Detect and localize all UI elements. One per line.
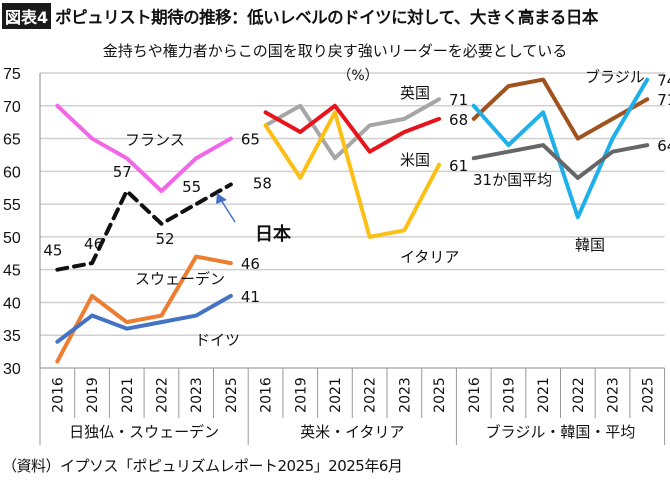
group-label: 日独仏・スウェーデン xyxy=(69,423,219,441)
y-tick-label: 30 xyxy=(3,361,21,378)
x-tick-label: 2019 xyxy=(85,377,101,413)
data-point-label: 45 xyxy=(43,242,62,260)
series-line-スウェーデン xyxy=(55,254,233,364)
title-text: ポピュリスト期待の推移：低いレベルのドイツに対して、大きく高まる日本 xyxy=(55,8,598,27)
figure-number-badge: 図表4 xyxy=(2,3,52,29)
series-name-label: ドイツ xyxy=(195,331,240,349)
data-point-label: 58 xyxy=(253,174,272,192)
x-tick-label: 2016 xyxy=(50,377,66,413)
end-value-label: 61 xyxy=(449,157,468,175)
unit-label: （%） xyxy=(337,68,378,84)
y-tick-label: 65 xyxy=(3,132,21,149)
end-value-label: 68 xyxy=(449,111,468,129)
series-line-31か国平均 xyxy=(471,143,650,180)
x-tick-label: 2023 xyxy=(189,377,205,413)
group-label: ブラジル・韓国・平均 xyxy=(486,423,636,441)
source-note: （資料）イプソス「ポピュリズムレポート2025」2025年6月 xyxy=(2,457,403,475)
end-value-label: 41 xyxy=(241,288,260,306)
y-tick-label: 45 xyxy=(3,263,21,280)
series-line-ブラジル xyxy=(471,77,650,141)
end-value-label: 71 xyxy=(657,91,670,109)
series-name-label: 韓国 xyxy=(575,236,605,254)
data-point-label: 55 xyxy=(182,178,201,196)
y-tick-label: 40 xyxy=(3,295,21,312)
series-name-label: 英国 xyxy=(400,84,430,102)
x-tick-label: 2019 xyxy=(293,377,309,413)
x-tick-label: 2025 xyxy=(432,377,448,413)
arrow-line xyxy=(220,199,236,223)
end-value-label: 65 xyxy=(241,131,260,149)
x-tick-label: 2022 xyxy=(571,377,587,413)
y-tick-label: 70 xyxy=(3,99,21,116)
series-line-韓国 xyxy=(471,77,650,220)
y-tick-label: 75 xyxy=(3,66,21,83)
series-name-label: 米国 xyxy=(400,151,430,169)
series-name-label: 日本 xyxy=(255,223,291,245)
series-line-米国 xyxy=(263,103,442,154)
series-name-label: イタリア xyxy=(400,248,459,266)
x-tick-label: 2016 xyxy=(467,377,483,413)
end-value-label: 46 xyxy=(241,255,260,273)
y-tick-label: 50 xyxy=(3,230,21,247)
group-label: 英米・イタリア xyxy=(300,423,404,441)
data-point-label: 52 xyxy=(155,230,174,248)
data-point-label: 46 xyxy=(84,235,103,253)
x-tick-label: 2019 xyxy=(501,377,517,413)
series-line-日本 xyxy=(55,182,233,272)
y-tick-label: 55 xyxy=(3,197,21,214)
x-tick-label: 2022 xyxy=(154,377,170,413)
y-tick-label: 60 xyxy=(3,164,21,181)
x-tick-label: 2021 xyxy=(536,377,552,413)
x-tick-label: 2025 xyxy=(640,377,656,413)
x-tick-label: 2023 xyxy=(397,377,413,413)
series-name-label: ブラジル xyxy=(585,68,645,86)
series-name-label: フランス xyxy=(125,131,185,149)
x-tick-label: 2016 xyxy=(259,377,275,413)
x-tick-label: 2021 xyxy=(120,377,136,413)
series-line-フランス xyxy=(55,103,233,193)
series-name-label: スウェーデン xyxy=(135,270,225,288)
chart-subtitle: 金持ちや権力者からこの国を取り戻す強いリーダーを必要としている xyxy=(102,42,568,60)
y-tick-label: 35 xyxy=(3,328,21,345)
end-value-label: 64 xyxy=(657,137,670,155)
series-line-ドイツ xyxy=(55,293,233,344)
x-tick-label: 2023 xyxy=(606,377,622,413)
series-line-イタリア xyxy=(263,110,442,239)
figure-title: 図表4 ポピュリスト期待の推移：低いレベルのドイツに対して、大きく高まる日本 xyxy=(2,3,598,29)
data-point-label: 57 xyxy=(113,163,132,181)
series-name-label: 31か国平均 xyxy=(473,171,552,189)
series-line-英国 xyxy=(263,97,442,161)
end-value-label: 71 xyxy=(449,91,468,109)
x-tick-label: 2022 xyxy=(363,377,379,413)
end-value-label: 74 xyxy=(657,72,670,90)
x-tick-label: 2021 xyxy=(328,377,344,413)
arrow-head-icon xyxy=(216,193,227,204)
x-tick-label: 2025 xyxy=(224,377,240,413)
